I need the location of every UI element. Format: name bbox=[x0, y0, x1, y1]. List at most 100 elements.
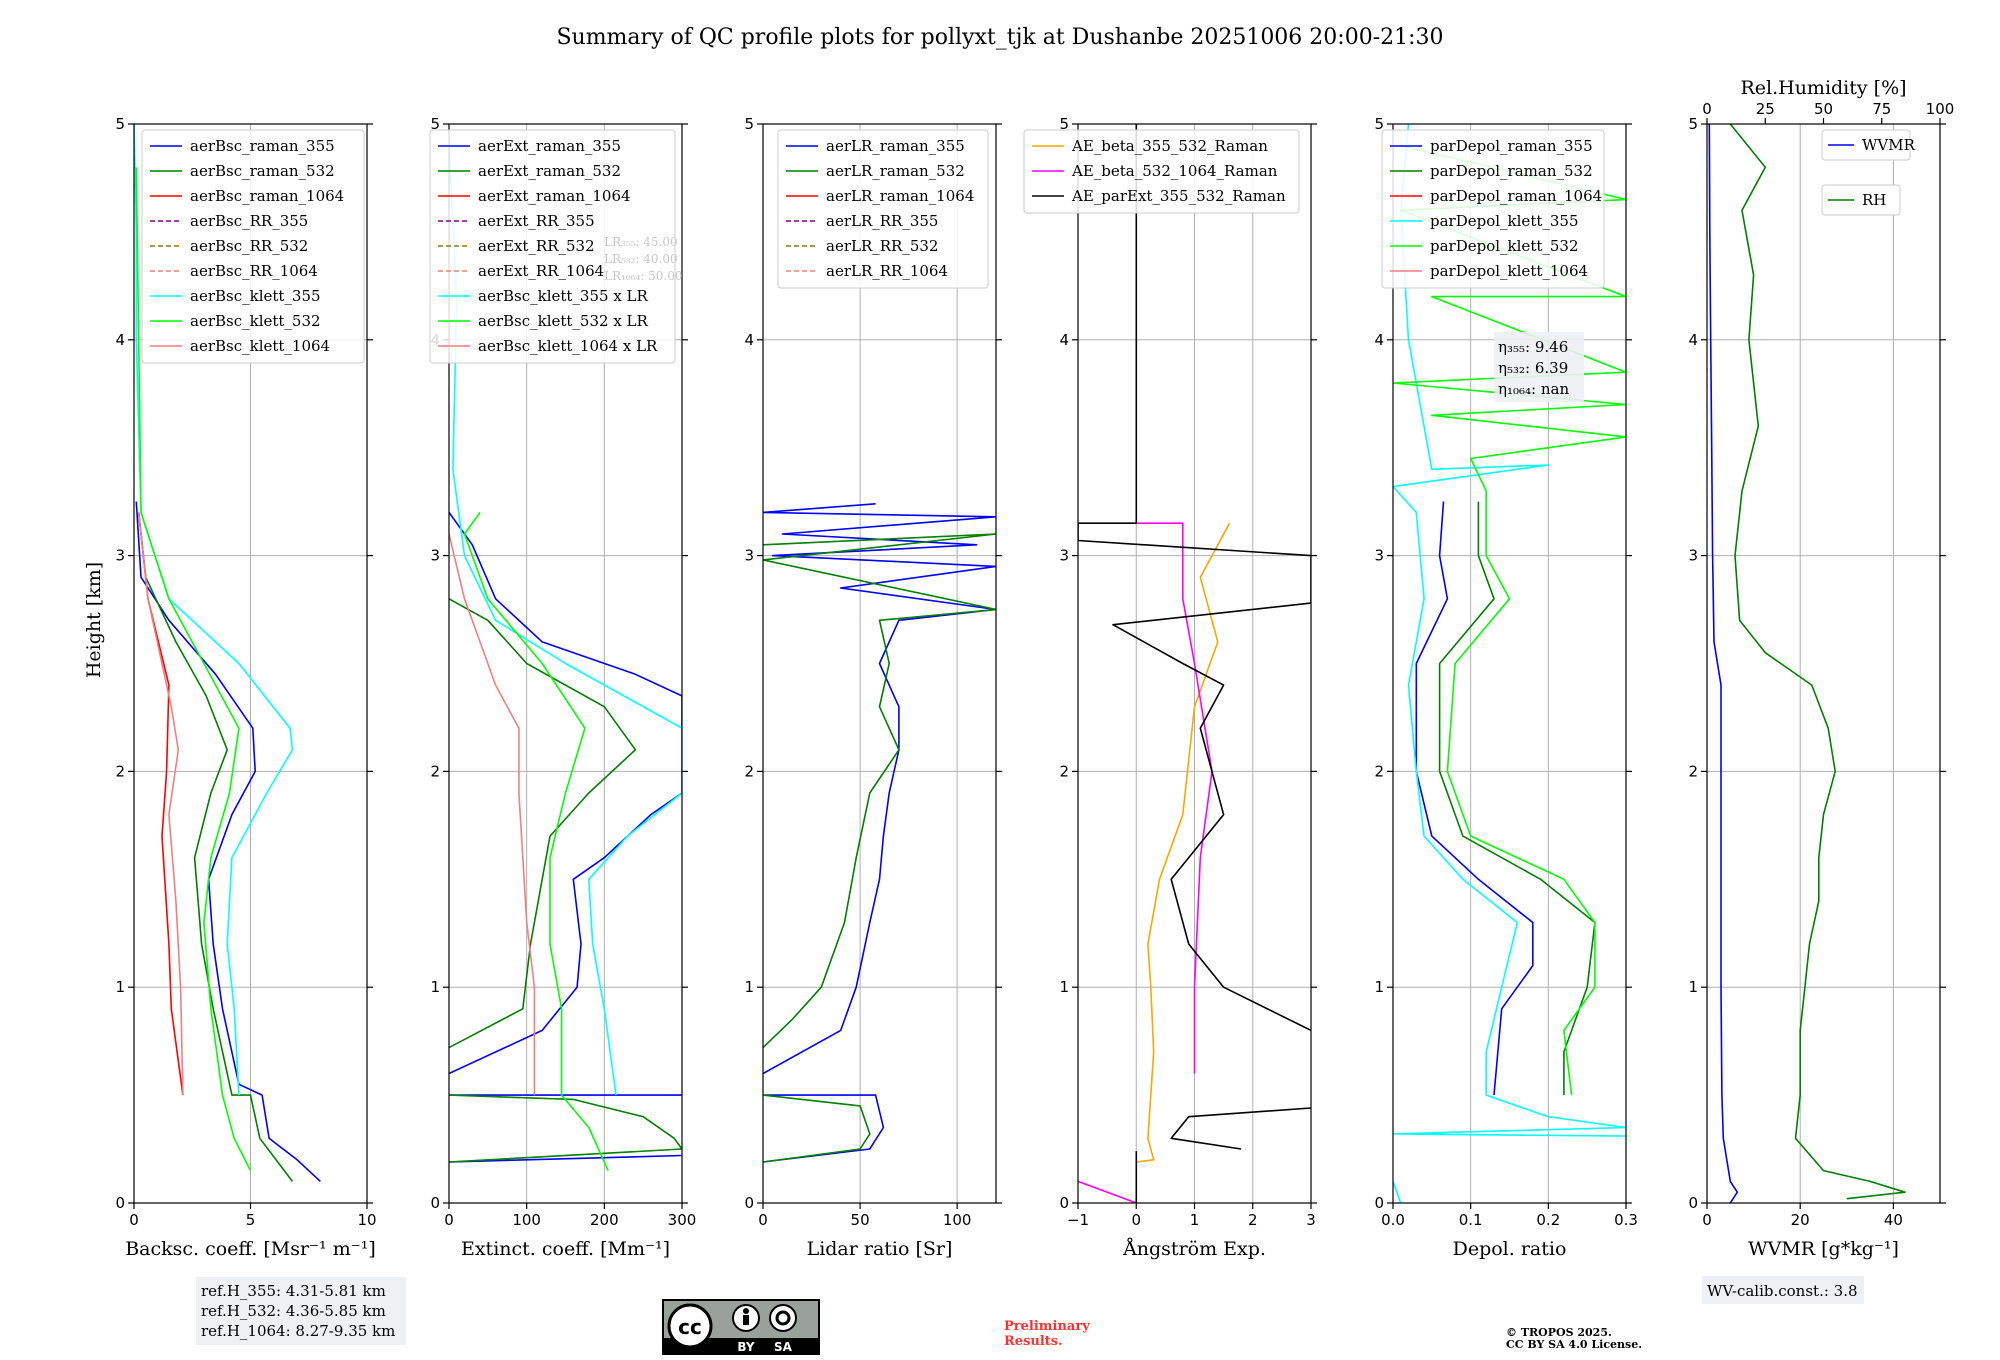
series-group bbox=[449, 145, 682, 1171]
legend-box bbox=[777, 129, 989, 289]
y-tick-label: 2 bbox=[1688, 762, 1698, 780]
series-aerLR_low_532 bbox=[763, 1094, 871, 1163]
series-parDepol_raman_532 bbox=[1438, 501, 1596, 1096]
legend-label: aerLR_raman_355 bbox=[826, 137, 965, 155]
y-tick-label: 1 bbox=[1059, 978, 1069, 996]
series-aerExt_raman_355 bbox=[449, 511, 682, 1075]
eta-box: η₃₅₅: 9.46 η₅₃₂: 6.39 η₁₀₆₄: nan bbox=[1494, 332, 1584, 402]
series-group bbox=[763, 503, 996, 1163]
plot-frame bbox=[448, 123, 683, 1204]
x-tick-label: 20 bbox=[1791, 1211, 1810, 1229]
legend-label: parDepol_raman_355 bbox=[1430, 137, 1593, 155]
legend: aerBsc_raman_355 aerBsc_raman_532 aerBsc_r… bbox=[141, 129, 365, 364]
y-tick-label: 5 bbox=[115, 115, 125, 133]
x-tick-label: 100 bbox=[943, 1211, 972, 1229]
series-aerBsc_klett_355 x LR bbox=[449, 145, 682, 1096]
series-aerBsc_klett_532 bbox=[135, 167, 252, 1171]
x-tick-label: 0 bbox=[1131, 1211, 1141, 1229]
y-tick-label: 0 bbox=[744, 1194, 754, 1212]
series-WVMR bbox=[1708, 124, 1739, 1203]
x-axis-label: WVMR [g*kg⁻¹] bbox=[1748, 1238, 1899, 1260]
y-tick-label: 3 bbox=[1059, 547, 1069, 565]
ref-height-1064: ref.H_1064: 8.27-9.35 km bbox=[201, 1322, 395, 1340]
series-aerBsc_klett_1064 bbox=[137, 512, 184, 1096]
y-tick-label: 4 bbox=[1059, 331, 1069, 349]
series-AE_beta_532_low bbox=[1078, 1180, 1137, 1203]
series-aerLR_raman_532 bbox=[763, 533, 996, 1049]
ref-heights-background bbox=[196, 1277, 406, 1345]
legend-label: aerExt_RR_1064 bbox=[478, 262, 604, 280]
y-tick-label: 5 bbox=[744, 115, 754, 133]
x-axis-label: Extinct. coeff. [Mm⁻¹] bbox=[461, 1238, 670, 1260]
eta-value: η₅₃₂: 6.39 bbox=[1498, 359, 1568, 377]
legend-WVMR: WVMR bbox=[1821, 129, 1916, 161]
ref-height-532: ref.H_532: 4.36-5.85 km bbox=[201, 1302, 386, 1320]
legend: aerExt_raman_355 aerExt_raman_532 aerExt_r… bbox=[429, 129, 676, 364]
y-tick-label: 2 bbox=[1374, 762, 1384, 780]
legend-label: aerBsc_klett_355 x LR bbox=[478, 287, 649, 305]
legend-label: aerBsc_klett_1064 bbox=[190, 337, 330, 355]
plot-frame bbox=[1392, 123, 1627, 1204]
x-tick-label: 0 bbox=[444, 1211, 454, 1229]
y-tick-label: 0 bbox=[430, 1194, 440, 1212]
y-tick-label: 3 bbox=[1688, 547, 1698, 565]
series-aerLR_raman_355 bbox=[763, 503, 996, 1075]
series-aerExt_lowlayer_355b bbox=[449, 1154, 682, 1163]
by-label: BY bbox=[737, 1340, 754, 1354]
y-tick-label: 0 bbox=[1688, 1194, 1698, 1212]
legend-box bbox=[141, 129, 365, 364]
ref-heights-box: ref.H_355: 4.31-5.81 km ref.H_532: 4.36-… bbox=[196, 1277, 406, 1345]
y-axis-label: Height [km] bbox=[83, 562, 105, 678]
series-aerExt_raman_532 bbox=[449, 598, 637, 1049]
x-tick-label: 100 bbox=[512, 1211, 541, 1229]
plot-frame bbox=[1706, 123, 1941, 1204]
series-aerBsc_raman_532 bbox=[137, 512, 294, 1182]
cc-icon-text: cc bbox=[678, 1315, 702, 1339]
x-tick-label: 0 bbox=[1702, 1211, 1712, 1229]
legend-label: parDepol_raman_532 bbox=[1430, 162, 1593, 180]
series-aerBsc_klett_532 x LR bbox=[463, 511, 609, 1171]
y-tick-label: 2 bbox=[744, 762, 754, 780]
y-tick-label: 3 bbox=[430, 547, 440, 565]
legend-box bbox=[1821, 129, 1911, 161]
y-tick-label: 2 bbox=[115, 762, 125, 780]
y-tick-label: 1 bbox=[115, 978, 125, 996]
lr-note: LR₅₃₂: 40.00 bbox=[604, 252, 678, 266]
series-AE_beta_355_532_Raman bbox=[1136, 522, 1231, 1163]
cc-icon bbox=[667, 1303, 713, 1349]
eta-value: η₃₅₅: 9.46 bbox=[1498, 338, 1568, 356]
legend-label: aerLR_RR_532 bbox=[826, 237, 938, 255]
legend-label: aerBsc_klett_1064 x LR bbox=[478, 337, 658, 355]
y-tick-label: 3 bbox=[1374, 547, 1384, 565]
x-tick-label: 10 bbox=[357, 1211, 376, 1229]
x-tick-label: 200 bbox=[590, 1211, 619, 1229]
legend-label: aerBsc_RR_355 bbox=[190, 212, 308, 230]
sa-share-arrow-icon bbox=[775, 1310, 791, 1326]
y-tick-label: 1 bbox=[1688, 978, 1698, 996]
series-aerLR_low_355 bbox=[763, 1094, 885, 1163]
legend-label: parDepol_raman_1064 bbox=[1430, 187, 1602, 205]
x-tick-label: 300 bbox=[668, 1211, 697, 1229]
legend-label: aerBsc_klett_355 bbox=[190, 287, 321, 305]
x-tick-label: 1 bbox=[1190, 1211, 1200, 1229]
legend-label: RH bbox=[1862, 191, 1886, 209]
cc-license-badge: cc BY SA bbox=[662, 1299, 820, 1355]
x-tick-label: 0.0 bbox=[1381, 1211, 1405, 1229]
lr-note: LR₁₀₆₄: 50.00 bbox=[604, 269, 682, 283]
x-axis-label: Backsc. coeff. [Msr⁻¹ m⁻¹] bbox=[125, 1238, 376, 1260]
x2-tick-label: 0 bbox=[1702, 100, 1712, 118]
x-tick-label: 3 bbox=[1306, 1211, 1316, 1229]
plot-frame bbox=[762, 123, 997, 1204]
legend-label: parDepol_klett_355 bbox=[1430, 212, 1579, 230]
y-tick-label: 2 bbox=[1059, 762, 1069, 780]
legend-label: aerExt_RR_532 bbox=[478, 237, 595, 255]
y-tick-label: 5 bbox=[1374, 115, 1384, 133]
legend-box bbox=[1821, 184, 1901, 216]
legend: AE_beta_355_532_Raman AE_beta_532_1064_Ra… bbox=[1023, 129, 1300, 214]
legend-label: aerBsc_klett_532 bbox=[190, 312, 321, 330]
series-aerBsc_klett_1064 x LR bbox=[449, 533, 536, 1096]
legend-label: aerExt_raman_355 bbox=[478, 137, 621, 155]
